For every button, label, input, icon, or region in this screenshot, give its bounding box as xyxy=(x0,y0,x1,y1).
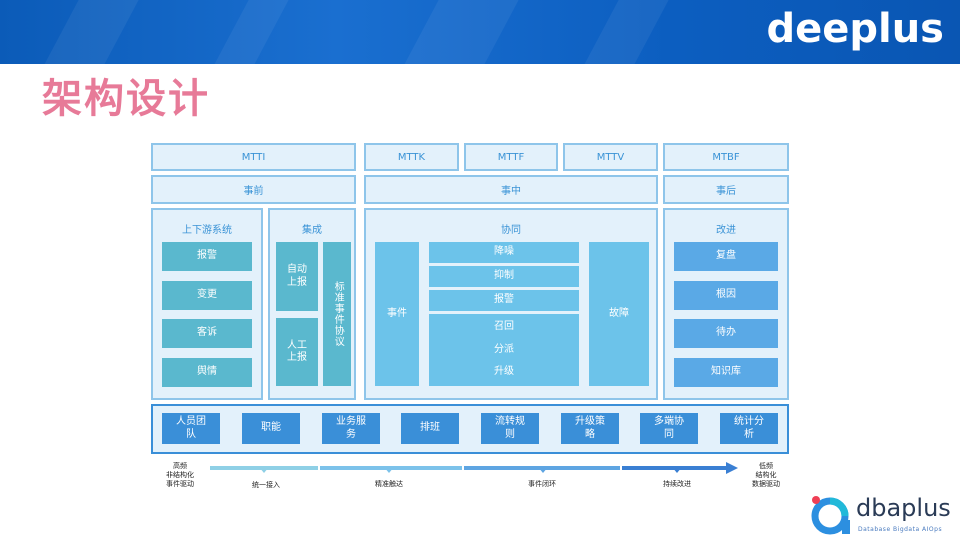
dbaplus-logo-mark-icon xyxy=(811,496,850,535)
upstream-item-change: 变更 xyxy=(162,281,252,310)
metric-mttf: MTTF xyxy=(464,143,558,171)
timeline-tick-4-icon xyxy=(672,467,682,473)
foundation-panel: 人员团队 职能 业务服务 排班 流转规则 升级策略 多端协同 统计分析 xyxy=(151,404,789,454)
metric-mttv: MTTV xyxy=(563,143,658,171)
integration-title: 集成 xyxy=(302,225,322,236)
metric-mttk: MTTK xyxy=(364,143,459,171)
collab-noise-reduction: 降噪 xyxy=(429,242,579,263)
improve-item-todo: 待办 xyxy=(674,319,778,348)
foundation-escalation-policy: 升级策略 xyxy=(561,413,619,444)
collab-alarm: 报警 xyxy=(429,290,579,311)
dbaplus-logo-subtitle: Database Bigdata AIOps xyxy=(858,526,943,533)
foundation-people-team: 人员团队 xyxy=(162,413,220,444)
timeline-right-caption: 低频 结构化 数据驱动 xyxy=(752,462,780,489)
upstream-item-alarm: 报警 xyxy=(162,242,252,271)
collab-suppression: 抑制 xyxy=(429,266,579,287)
collaboration-panel: 协同 事件 降噪 抑制 报警 召回 分派 升级 故障 xyxy=(364,208,658,400)
page-title: 架构设计 xyxy=(42,76,210,122)
foundation-business-service: 业务服务 xyxy=(322,413,380,444)
timeline-tick-3-icon xyxy=(538,467,548,473)
improvement-title: 改进 xyxy=(716,225,736,236)
dbaplus-logo-text: dbaplus xyxy=(856,494,951,522)
metric-mtti: MTTI xyxy=(151,143,356,171)
foundation-function: 职能 xyxy=(242,413,300,444)
collab-dispatch: 分派 xyxy=(494,343,514,355)
collaboration-title: 协同 xyxy=(501,225,521,236)
collab-recall-group: 召回 分派 升级 xyxy=(429,314,579,386)
collab-recall: 召回 xyxy=(494,321,514,333)
fault-box: 故障 xyxy=(589,242,649,386)
improve-item-knowledge-base: 知识库 xyxy=(674,358,778,387)
upstream-item-complaint: 客诉 xyxy=(162,319,252,348)
brand-logo: deeplus xyxy=(766,6,944,52)
timeline-tick-2-icon xyxy=(384,467,394,473)
phase-during: 事中 xyxy=(364,175,658,204)
improvement-panel: 改进 复盘 根因 待办 知识库 xyxy=(663,208,789,400)
metric-mtbf: MTBF xyxy=(663,143,789,171)
upstream-title: 上下游系统 xyxy=(182,225,232,236)
integration-panel: 集成 自动上报 人工上报 标准事件协议 xyxy=(268,208,356,400)
foundation-statistics: 统计分析 xyxy=(720,413,778,444)
foundation-multi-terminal: 多端协同 xyxy=(640,413,698,444)
manual-report-box: 人工上报 xyxy=(276,318,318,386)
phase-after: 事后 xyxy=(663,175,789,204)
improve-item-review: 复盘 xyxy=(674,242,778,271)
header-banner: deeplus xyxy=(0,0,960,64)
timeline-stage-2: 精准触达 xyxy=(375,480,403,488)
timeline-stage-1: 统一接入 xyxy=(252,481,280,489)
standard-protocol-label: 标准事件协议 xyxy=(332,281,344,347)
collab-escalate: 升级 xyxy=(494,366,514,378)
timeline-stage-4: 持续改进 xyxy=(663,480,691,488)
timeline-tick-1-icon xyxy=(259,467,269,473)
phase-before: 事前 xyxy=(151,175,356,204)
timeline-stage-3: 事件闭环 xyxy=(528,480,556,488)
event-box: 事件 xyxy=(375,242,419,386)
upstream-panel: 上下游系统 报警 变更 客诉 舆情 xyxy=(151,208,263,400)
improve-item-root-cause: 根因 xyxy=(674,281,778,310)
timeline-left-caption: 高频 非结构化 事件驱动 xyxy=(166,462,194,489)
foundation-schedule: 排班 xyxy=(401,413,459,444)
foundation-flow-rules: 流转规则 xyxy=(481,413,539,444)
standard-protocol-box: 标准事件协议 xyxy=(323,242,351,386)
timeline-arrowhead-icon xyxy=(726,462,738,474)
upstream-item-opinion: 舆情 xyxy=(162,358,252,387)
auto-report-box: 自动上报 xyxy=(276,242,318,311)
